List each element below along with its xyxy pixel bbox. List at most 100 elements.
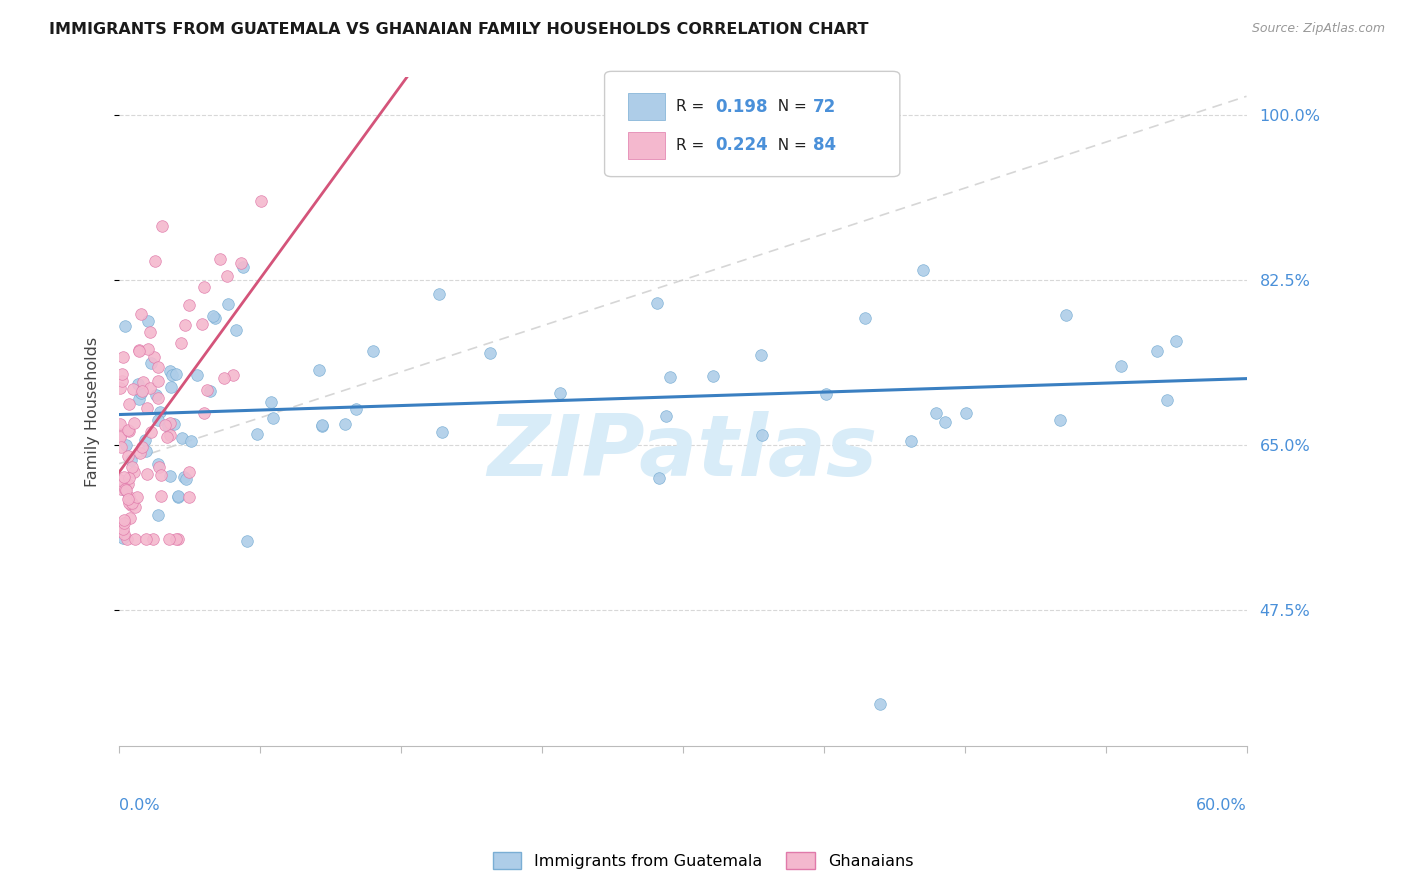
Point [128,343,150,358]
Point [749,348,772,362]
Point [159,469,181,483]
Point [125,490,148,504]
Point [132,375,155,389]
Point [1156,392,1178,407]
Point [179,490,201,504]
Point [135,401,157,415]
Text: 84: 84 [813,136,835,154]
Point [361,343,384,358]
Point [204,311,226,326]
Text: 0.0%: 0.0% [120,798,160,814]
Point [112,470,135,484]
Y-axis label: Family Households: Family Households [86,337,100,487]
Point [215,269,238,284]
Point [190,317,212,331]
Point [855,311,877,326]
Legend: Immigrants from Guatemala, Ghanaians: Immigrants from Guatemala, Ghanaians [486,846,920,875]
Point [150,490,173,504]
Point [139,425,162,439]
Point [108,417,131,431]
Point [167,532,190,546]
Point [159,428,181,442]
Point [111,532,134,546]
Point [136,343,159,357]
Point [308,363,330,377]
Point [193,406,215,420]
Point [165,367,187,381]
Point [114,319,136,334]
Point [139,355,162,369]
Point [170,335,193,350]
Point [131,441,153,455]
Point [900,434,922,449]
Point [114,482,136,496]
Point [225,324,247,338]
Point [114,483,136,498]
Point [311,419,333,434]
Point [117,491,139,505]
Point [177,465,200,479]
Point [934,415,956,429]
Point [198,384,221,399]
Point [548,385,571,400]
Text: 0.198: 0.198 [716,97,768,116]
Point [121,496,143,510]
Point [186,368,208,382]
Text: IMMIGRANTS FROM GUATEMALA VS GHANAIAN FAMILY HOUSEHOLDS CORRELATION CHART: IMMIGRANTS FROM GUATEMALA VS GHANAIAN FA… [49,22,869,37]
Point [136,467,159,481]
Point [180,434,202,448]
Point [146,374,169,388]
Point [217,297,239,311]
Point [145,388,167,402]
Point [165,532,187,546]
Point [121,460,143,475]
Point [120,452,142,467]
Point [128,446,150,460]
Point [222,368,245,383]
Point [150,219,173,233]
Point [173,470,195,484]
Point [156,430,179,444]
Point [146,457,169,471]
Point [159,416,181,430]
Point [250,194,273,208]
Point [117,450,139,464]
Point [117,491,139,506]
Point [128,343,150,358]
Text: R =: R = [676,137,710,153]
Point [146,359,169,374]
Point [129,307,152,321]
Text: Source: ZipAtlas.com: Source: ZipAtlas.com [1251,22,1385,36]
Text: N =: N = [768,99,811,114]
Point [925,406,948,420]
Point [135,444,157,458]
Point [166,491,188,505]
Point [236,534,259,549]
Point [111,351,134,365]
Point [1056,308,1078,322]
Point [955,406,977,420]
Point [135,532,157,546]
Point [114,438,136,452]
Point [112,516,135,530]
Point [344,402,367,417]
Point [195,384,218,398]
Text: ZIPatlas: ZIPatlas [488,410,877,493]
Point [143,253,166,268]
Point [112,527,135,541]
Point [430,425,453,439]
Point [232,260,254,274]
Point [150,468,173,483]
Point [110,482,132,496]
Point [311,418,333,433]
Point [177,298,200,312]
Point [751,428,773,442]
Point [869,697,891,711]
Point [117,470,139,484]
Point [1164,334,1187,349]
Point [335,417,357,431]
Point [136,314,159,328]
Point [1109,359,1132,373]
Point [117,476,139,491]
Point [159,363,181,377]
